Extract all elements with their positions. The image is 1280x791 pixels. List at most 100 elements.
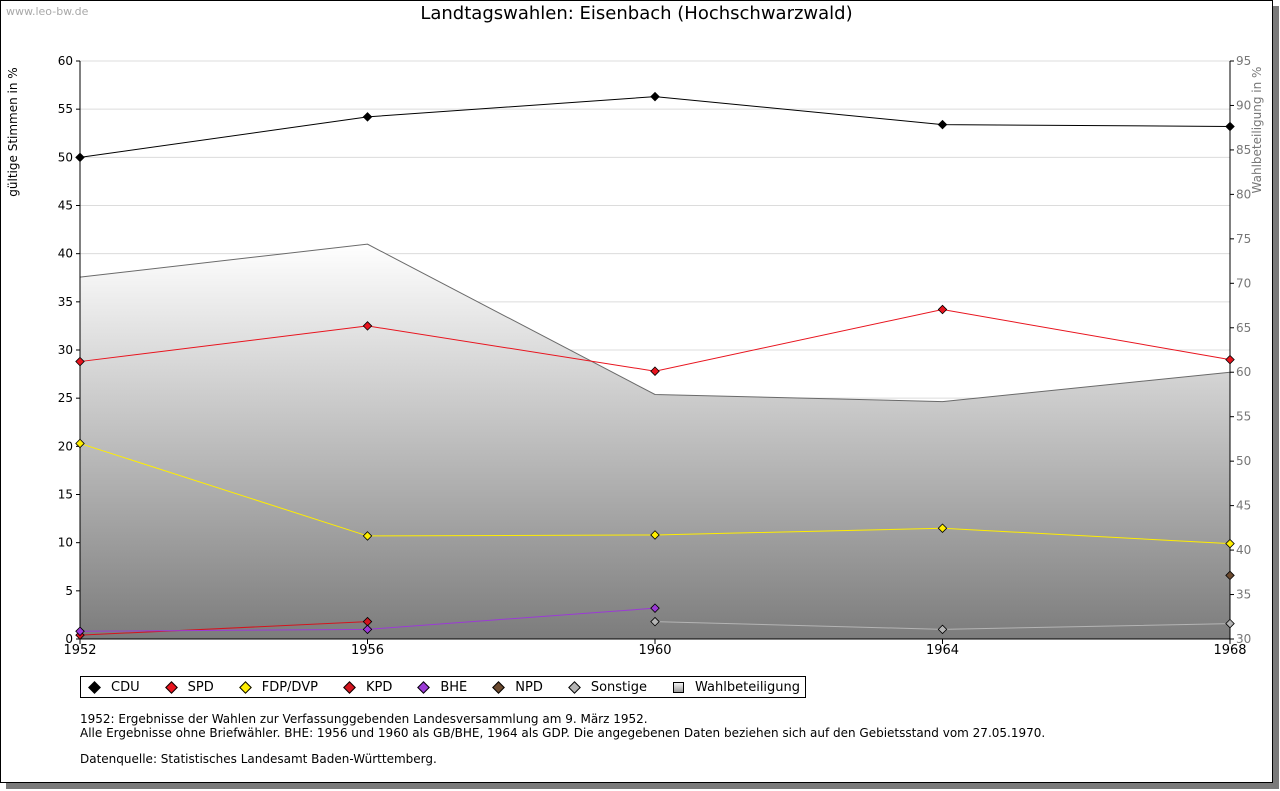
y-tick-label-5: 5 [65, 584, 73, 598]
marker-fdp-dvp-1964 [937, 523, 948, 533]
marker-cdu-1968 [1225, 121, 1235, 132]
footnotes: 1952: Ergebnisse der Wahlen zur Verfassu… [80, 712, 1045, 766]
y2-axis-title: Wahlbeteiligung in % [1250, 67, 1264, 194]
x-tick-label-1956: 1956 [351, 643, 384, 658]
legend-symbol-cdu [87, 681, 103, 694]
legend-label-fdp-dvp: FDP/DVP [261, 679, 318, 695]
y2-tick-label-85: 85 [1236, 143, 1251, 157]
marker-sonstige-1960 [650, 616, 660, 627]
turnout-fill [80, 244, 1230, 640]
marker-spd-1968 [1225, 354, 1235, 365]
legend-label-cdu: CDU [111, 679, 140, 695]
marker-fdp-dvp-1960 [650, 530, 660, 540]
y-tick-label-15: 15 [58, 488, 73, 502]
y2-tick-label-90: 90 [1236, 98, 1251, 112]
turnout-area [79, 243, 1231, 640]
marker-sonstige-1968 [1225, 618, 1235, 629]
y2-tick-label-50: 50 [1236, 454, 1251, 468]
legend-symbol-sonstige [567, 681, 583, 694]
legend-item-sonstige: Sonstige [567, 680, 647, 695]
axis-labels: 0 5 10 15 20 25 30 35 40 45 50 55 60 30 35 40 45 50 55 60 65… [6, 54, 1264, 658]
marker-sonstige-1964 [937, 624, 948, 635]
y-tick-label-40: 40 [58, 247, 73, 261]
legend-label-wahlbeteiligung: Wahlbeteiligung [695, 679, 801, 695]
marker-cdu-1956 [362, 112, 373, 122]
watermark: www.leo-bw.de [6, 5, 89, 18]
legend-symbol-kpd [342, 681, 358, 694]
legend-swatch-fdp-dvp [238, 681, 252, 694]
y-tick-label-20: 20 [58, 439, 73, 453]
legend-label-bhe: BHE [440, 679, 468, 695]
legend-swatch-wahlbeteiligung [673, 682, 685, 693]
marker-cdu-1952 [75, 152, 85, 163]
legend-label-spd: SPD [187, 679, 214, 695]
y2-tick-label-55: 55 [1236, 410, 1251, 424]
chart-title: Landtagswahlen: Eisenbach (Hochschwarzwa… [420, 3, 853, 24]
x-tick-label-1968: 1968 [1213, 643, 1246, 658]
y-tick-label-55: 55 [58, 102, 73, 116]
legend-item-kpd: KPD [342, 680, 392, 695]
marker-spd-1952 [75, 356, 85, 367]
x-tick-label-1964: 1964 [926, 643, 959, 658]
y2-tick-label-65: 65 [1236, 321, 1251, 335]
y-axis-title: gültige Stimmen in % [6, 67, 20, 196]
x-tick-label-1960: 1960 [638, 643, 671, 658]
marker-spd-1956 [362, 321, 373, 331]
legend-symbol-wahlbeteiligung [671, 681, 687, 693]
marker-bhe-1956 [362, 624, 373, 635]
y-tick-label-30: 30 [58, 343, 73, 357]
y2-tick-label-60: 60 [1236, 365, 1251, 379]
legend-symbol-spd [164, 681, 180, 694]
series-line-cdu [79, 96, 1231, 158]
frame-shadow-right [1273, 6, 1279, 789]
y-tick-label-45: 45 [58, 199, 73, 213]
marker-fdp-dvp-1952 [75, 438, 85, 449]
legend-item-bhe: BHE [416, 680, 467, 695]
marker-fdp-dvp-1968 [1225, 538, 1235, 549]
y-tick-label-60: 60 [58, 54, 73, 68]
legend-item-spd: SPD [164, 680, 214, 695]
frame-shadow-bottom [6, 783, 1279, 789]
marker-spd-1964 [937, 304, 948, 315]
y2-tick-label-95: 95 [1236, 54, 1251, 68]
series-line-kpd [79, 621, 368, 636]
y-tick-label-10: 10 [58, 536, 73, 550]
legend-label-kpd: KPD [365, 679, 393, 695]
marker-spd-1960 [650, 366, 660, 376]
note-line-2: Alle Ergebnisse ohne Briefwähler. BHE: 1… [80, 726, 1046, 740]
y2-tick-label-70: 70 [1236, 276, 1251, 290]
legend-label-npd: NPD [515, 679, 543, 695]
legend-swatch-sonstige [567, 681, 581, 694]
legend-symbol-npd [491, 681, 507, 694]
legend: CDU SPD FDP/DVP KPD BHE NPD Sonstige Wahlbeteil… [80, 676, 807, 698]
legend-item-wahlbeteiligung: Wahlbeteiligung [671, 680, 800, 695]
y2-tick-label-75: 75 [1236, 232, 1251, 246]
legend-item-fdp-dvp: FDP/DVP [238, 680, 318, 695]
legend-swatch-spd [164, 681, 178, 694]
legend-swatch-cdu [88, 681, 101, 694]
legend-symbol-bhe [416, 681, 432, 694]
legend-swatch-kpd [343, 681, 356, 694]
series-markers [75, 91, 1235, 640]
x-tick-label-1952: 1952 [63, 643, 96, 658]
y-tick-label-25: 25 [58, 391, 73, 405]
y2-tick-label-35: 35 [1236, 588, 1251, 602]
legend-item-npd: NPD [491, 680, 543, 695]
source-note: Datenquelle: Statistisches Landesamt Bad… [80, 752, 437, 766]
y2-tick-label-45: 45 [1236, 499, 1251, 513]
marker-cdu-1960 [650, 91, 660, 102]
legend-swatch-bhe [417, 681, 431, 694]
marker-bhe-1952 [75, 626, 85, 637]
legend-label-sonstige: Sonstige [590, 679, 648, 695]
legend-swatch-npd [492, 681, 506, 694]
turnout-line [79, 243, 1231, 403]
y2-tick-label-40: 40 [1236, 543, 1251, 557]
legend-symbol-fdp-dvp [238, 681, 254, 694]
marker-fdp-dvp-1956 [362, 531, 373, 541]
y-tick-label-50: 50 [58, 150, 73, 164]
marker-cdu-1964 [937, 119, 948, 130]
y2-tick-label-80: 80 [1236, 187, 1251, 201]
marker-bhe-1960 [650, 603, 660, 613]
y2-tick-label-30: 30 [1236, 632, 1251, 646]
